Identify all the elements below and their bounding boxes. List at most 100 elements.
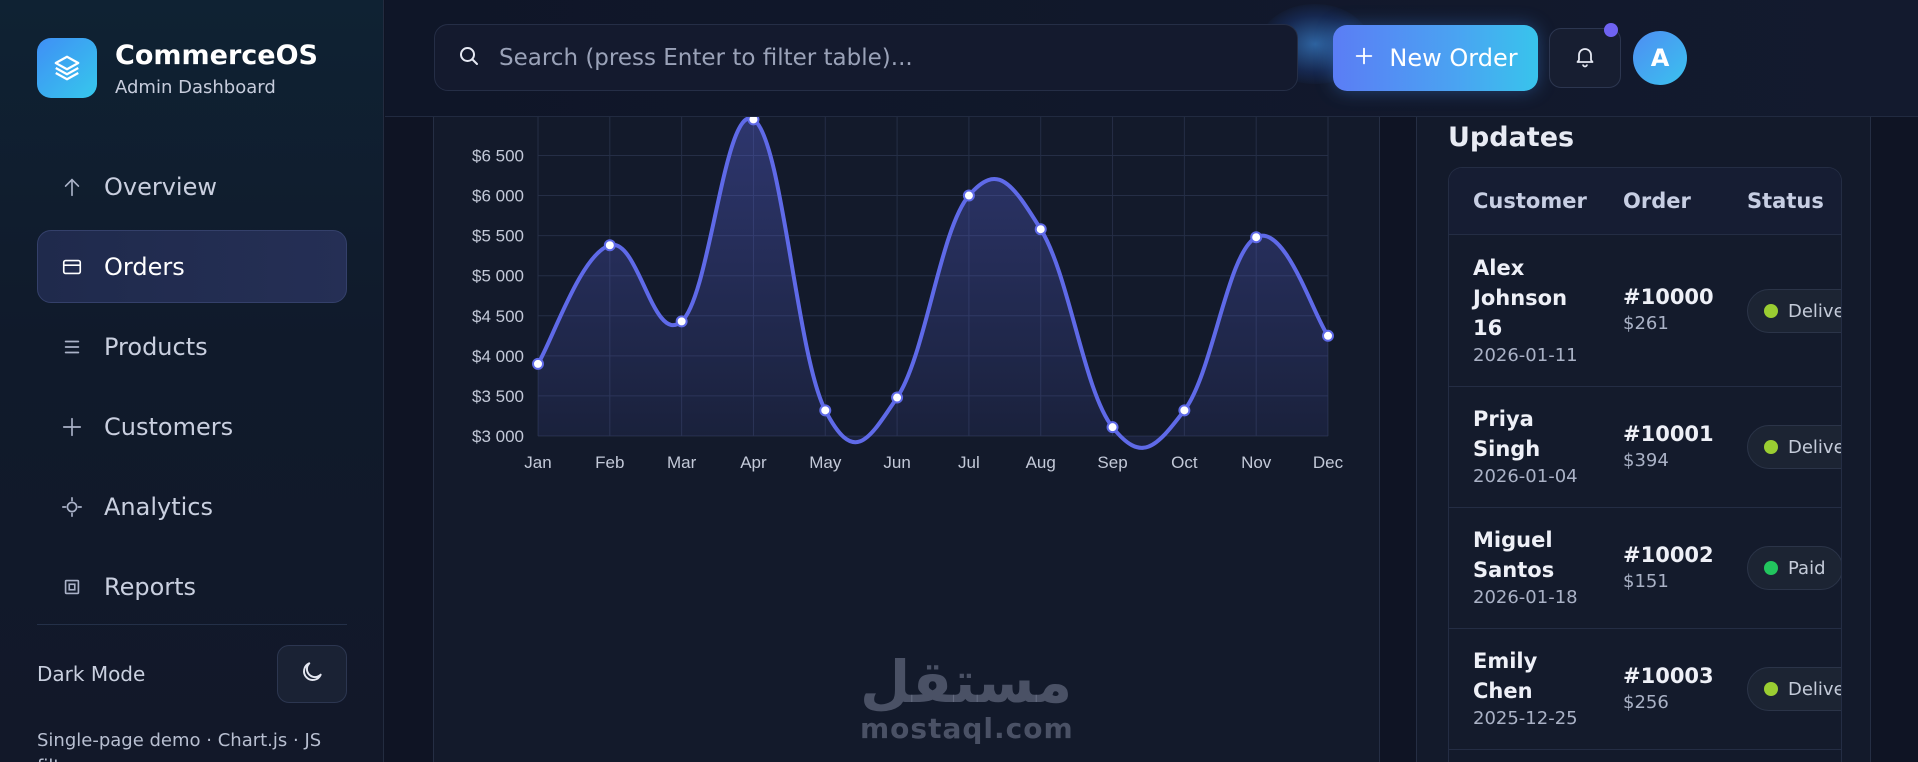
y-tick-label: $4 000	[472, 347, 524, 366]
table-row[interactable]: Priya Singh 2026-01-04 #10001 $394 Deliv…	[1449, 387, 1841, 508]
status-dot	[1764, 561, 1778, 575]
sidebar-item-label: Reports	[104, 572, 197, 601]
layers-icon	[37, 38, 97, 98]
customer-cell: Emily Chen 2025-12-25	[1473, 646, 1603, 732]
customer-name: Alex	[1473, 256, 1525, 280]
chart-area-fill	[538, 118, 1328, 448]
customer-cell: Miguel Santos 2026-01-18	[1473, 525, 1603, 611]
order-amount: $394	[1623, 450, 1669, 471]
chart-data-point[interactable]	[891, 391, 904, 404]
chart-data-point[interactable]	[819, 404, 832, 417]
y-tick-label: $5 500	[472, 227, 524, 246]
y-tick-label: $3 500	[472, 387, 524, 406]
customer-name: Chen	[1473, 679, 1533, 703]
status-text: Paid	[1788, 557, 1826, 579]
customer-name: Singh	[1473, 437, 1541, 461]
new-order-button[interactable]: New Order	[1333, 25, 1538, 91]
avatar[interactable]: A	[1633, 31, 1687, 85]
chart-data-point[interactable]	[1106, 421, 1119, 434]
search-box[interactable]	[434, 24, 1298, 91]
notifications-button[interactable]	[1549, 23, 1621, 88]
sidebar-item-products[interactable]: Products	[37, 310, 347, 383]
x-tick-label: Jul	[958, 453, 980, 472]
order-amount: $151	[1623, 571, 1669, 592]
search-input[interactable]	[499, 44, 1297, 71]
chart-data-point[interactable]	[747, 117, 760, 126]
chart-data-point[interactable]	[1034, 223, 1047, 236]
column-header-customer[interactable]: Customer	[1473, 189, 1587, 213]
x-tick-label: Feb	[595, 453, 624, 472]
status-badge: Paid	[1747, 546, 1841, 590]
y-tick-label: $6 500	[472, 146, 524, 165]
x-tick-label: Apr	[740, 453, 767, 472]
customer-cell: Priya Singh 2026-01-04	[1473, 404, 1603, 490]
dark-mode-row: Dark Mode	[37, 645, 347, 703]
customer-name: 16	[1473, 316, 1503, 340]
sidebar-item-label: Analytics	[104, 492, 213, 521]
x-tick-label: Aug	[1026, 453, 1056, 472]
order-id: #10002	[1623, 543, 1714, 567]
watermark-arabic: مستقل	[860, 648, 1073, 716]
y-tick-label: $5 000	[472, 267, 524, 286]
revenue-line-chart: $3 000 $3 500 $4 000 $4 500 $5 000 $5 500 $6 0…	[472, 117, 1344, 472]
chart-data-point[interactable]	[532, 357, 544, 370]
chart-data-point[interactable]	[1178, 404, 1191, 417]
chart-data-point[interactable]	[962, 189, 975, 202]
order-cell: #10002 $151	[1623, 541, 1714, 595]
chart-data-point[interactable]	[675, 315, 688, 328]
sidebar-divider	[37, 624, 347, 625]
new-order-label: New Order	[1389, 44, 1518, 72]
status-badge: Delive	[1747, 425, 1842, 469]
sidebar-item-customers[interactable]: Customers	[37, 390, 347, 463]
customer-name: Santos	[1473, 558, 1555, 582]
order-id: #10001	[1623, 422, 1714, 446]
table-row[interactable]: Miguel Santos 2026-01-18 #10002 $151 Pai…	[1449, 508, 1841, 629]
sidebar-item-label: Orders	[104, 252, 185, 281]
customer-cell: Alex Johnson 16 2026-01-11	[1473, 253, 1603, 369]
order-date: 2026-01-04	[1473, 466, 1578, 487]
table-row[interactable]: Emily Chen 2025-12-25 #10003 $256 Delive	[1449, 629, 1841, 750]
order-id: #10000	[1623, 285, 1714, 309]
order-cell: #10003 $256	[1623, 662, 1714, 716]
sidebar-item-label: Overview	[104, 172, 217, 201]
updates-card: Updates Customer Order Status Alex Johns…	[1416, 117, 1871, 762]
x-tick-label: Mar	[667, 453, 697, 472]
status-dot	[1764, 304, 1778, 318]
order-amount: $261	[1623, 313, 1669, 334]
bell-icon	[1573, 44, 1597, 72]
y-tick-label: $3 000	[472, 427, 524, 446]
order-cell: #10001 $394	[1623, 420, 1714, 474]
orders-table: Customer Order Status Alex Johnson 16 20…	[1448, 167, 1842, 762]
sidebar-item-overview[interactable]: Overview	[37, 150, 347, 223]
sun-icon	[60, 495, 84, 519]
sidebar-item-analytics[interactable]: Analytics	[37, 470, 347, 543]
chart-data-point[interactable]	[1250, 231, 1263, 244]
brand-title: CommerceOS	[115, 39, 318, 71]
order-id: #10003	[1623, 664, 1714, 688]
order-date: 2026-01-18	[1473, 587, 1578, 608]
card-icon	[60, 255, 84, 279]
sidebar-item-reports[interactable]: Reports	[37, 550, 347, 623]
chart-data-point[interactable]	[603, 239, 616, 252]
chart-data-point[interactable]	[1322, 329, 1334, 342]
sidebar-item-label: Customers	[104, 412, 234, 441]
moon-icon	[299, 659, 325, 689]
status-dot	[1764, 440, 1778, 454]
status-text: Delive	[1788, 436, 1842, 458]
sidebar-item-orders[interactable]: Orders	[37, 230, 347, 303]
revenue-chart-card: $3 000 $3 500 $4 000 $4 500 $5 000 $5 500 $6 0…	[433, 117, 1380, 762]
y-tick-label: $4 500	[472, 307, 524, 326]
notification-dot	[1604, 23, 1618, 37]
column-header-order[interactable]: Order	[1623, 189, 1691, 213]
column-header-status[interactable]: Status	[1747, 189, 1824, 213]
table-row[interactable]: Alex Johnson 16 2026-01-11 #10000 $261 D…	[1449, 235, 1841, 387]
report-icon	[60, 575, 84, 599]
plus-icon	[1353, 44, 1375, 72]
arrow-up-icon	[60, 175, 84, 199]
order-date: 2026-01-11	[1473, 345, 1578, 366]
customer-name: Emily	[1473, 649, 1538, 673]
dark-mode-label: Dark Mode	[37, 662, 146, 686]
y-tick-label: $6 000	[472, 187, 524, 206]
dark-mode-toggle[interactable]	[277, 645, 347, 703]
customer-name: Miguel	[1473, 528, 1553, 552]
